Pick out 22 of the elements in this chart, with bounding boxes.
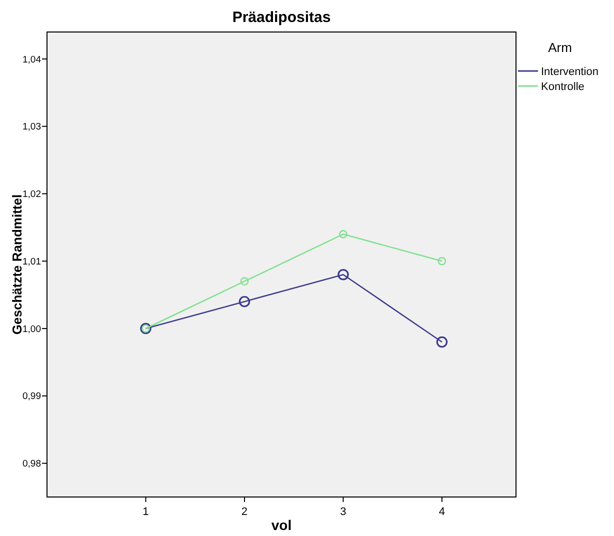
- point: [238, 296, 250, 308]
- y-tick-label: 1,03: [22, 122, 41, 133]
- point: [338, 268, 349, 280]
- legend-label: Intervention: [541, 66, 598, 78]
- y-tick-label: 0,99: [22, 391, 41, 402]
- point: [438, 256, 446, 266]
- y-tick-label: 1,00: [22, 324, 41, 335]
- x-tick-label: 2: [241, 506, 248, 518]
- y-tick-label: 0,98: [22, 458, 41, 470]
- y-tick-label: 1,01: [22, 256, 41, 268]
- y-tick-label: 1,02: [22, 189, 41, 200]
- legend-label: Kontrolle: [541, 80, 584, 93]
- point: [339, 230, 348, 238]
- y-tick-label: 1,04: [22, 54, 41, 66]
- legend-title: Arm: [548, 40, 572, 55]
- x-axis-title: vol: [271, 517, 292, 533]
- x-tick-label: 3: [340, 506, 346, 518]
- point: [240, 277, 249, 286]
- point: [436, 336, 448, 348]
- x-tick-label: 1: [142, 506, 149, 518]
- x-tick-label: 4: [438, 506, 446, 518]
- chart-title: Präadipositas: [232, 9, 331, 26]
